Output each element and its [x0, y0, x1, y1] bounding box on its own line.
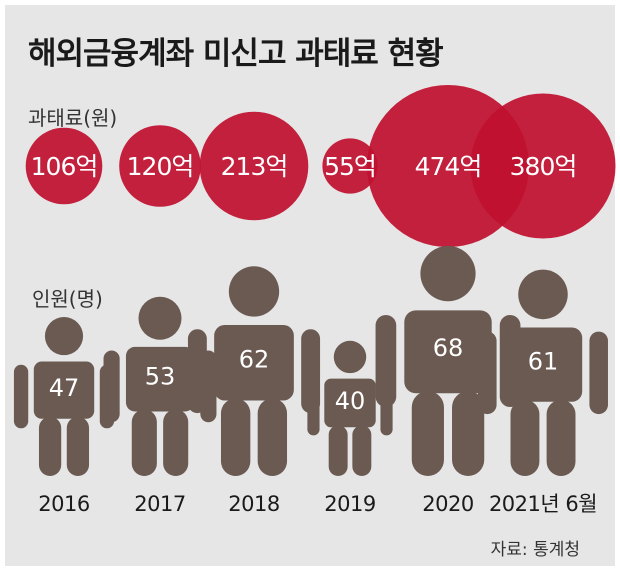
year-tick-label: 2020: [422, 492, 473, 516]
people-value-label: 61: [528, 347, 559, 375]
people-value-label: 62: [239, 346, 270, 374]
year-tick-label: 2018: [228, 492, 279, 516]
year-tick-label: 2017: [134, 492, 185, 516]
infographic-card: [5, 5, 615, 566]
person-icon: [307, 340, 393, 476]
people-value-label: 40: [335, 387, 366, 415]
fine-bubble-0: [25, 127, 103, 205]
fine-bubbles: 106억 120억 213억 55억 474억 380억: [25, 85, 616, 247]
fines-axis-label: 과태료(원): [28, 106, 118, 130]
person-icon: [478, 269, 608, 476]
source-note: 자료: 통계청: [490, 540, 580, 560]
fine-value-label: 120억: [127, 152, 194, 181]
fine-value-label: 213억: [221, 152, 288, 181]
year-tick-label: 2019: [324, 492, 375, 516]
fine-value-label: 106억: [31, 152, 98, 181]
year-tick-label: 2021년 6월: [489, 492, 597, 516]
people-value-label: 53: [145, 363, 176, 391]
chart-title: 해외금융계좌 미신고 과태료 현황: [28, 36, 444, 72]
person-icon: [187, 266, 321, 476]
people-axis-label: 인원(명): [32, 287, 103, 311]
people-value-label: 68: [433, 334, 464, 362]
people-pictograms: 47 53 62 40 68 61: [13, 246, 608, 476]
fine-bubble-5: [470, 93, 616, 239]
people-value-label: 47: [49, 374, 80, 402]
year-tick-label: 2016: [38, 492, 90, 516]
fine-value-label: 474억: [415, 152, 482, 181]
fine-value-label: 380억: [510, 152, 577, 181]
fine-bubble-2: [199, 111, 309, 221]
year-labels: 2016 2017 2018 2019 2020 2021년 6월: [38, 492, 597, 516]
fine-value-label: 55억: [324, 152, 376, 181]
fine-bubble-1: [119, 125, 201, 207]
fine-bubble-3: [322, 138, 378, 194]
